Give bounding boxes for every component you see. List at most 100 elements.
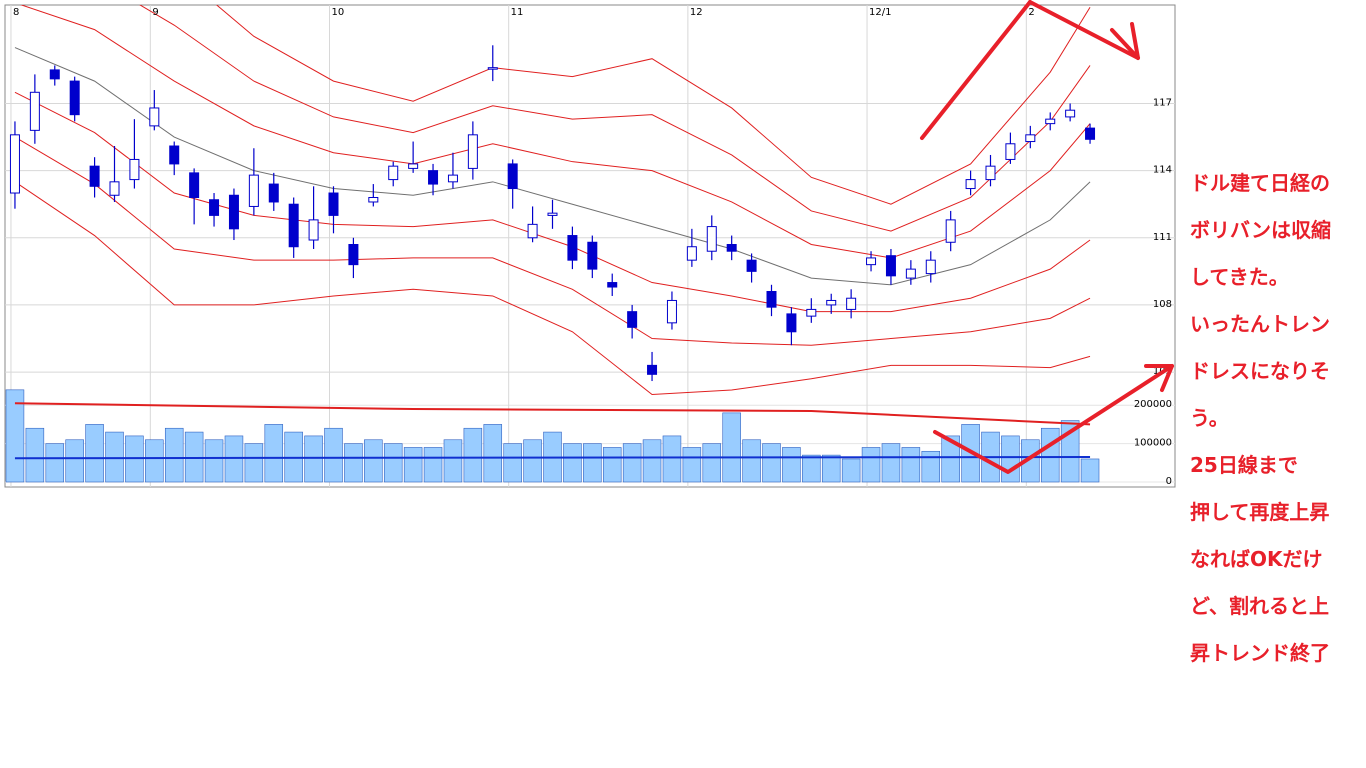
x-tick-label: 12 [690, 7, 703, 18]
candle-body [985, 165, 996, 181]
volume-bar [821, 454, 841, 483]
candle-body [766, 291, 777, 308]
x-tick-label: 2 [1028, 7, 1034, 18]
annotation-line: う。 [1190, 406, 1229, 430]
arrows [920, 0, 1174, 474]
candle-body [945, 219, 956, 243]
candle-body [388, 165, 399, 181]
volume-average-line [14, 402, 1091, 426]
candle-body [288, 203, 299, 248]
candle-body [885, 255, 896, 277]
x-tick-label: 10 [332, 7, 345, 18]
volume-bar [45, 443, 65, 483]
volume-bar [861, 447, 881, 483]
candle-body [666, 299, 677, 324]
volume-tick-label: 0 [1166, 476, 1172, 487]
candle-body [228, 194, 239, 230]
candle-body [925, 259, 936, 275]
candle-body [706, 226, 717, 252]
arrow-line [933, 364, 1174, 474]
candle-body [9, 134, 20, 194]
y-tick-label: 108 [1153, 299, 1172, 310]
volume-bar [523, 439, 542, 483]
arrow-line [920, 0, 1032, 140]
bollinger-band [14, 136, 1091, 346]
volume-bar [483, 424, 503, 483]
candle-body [1065, 109, 1076, 118]
candle-body [408, 163, 419, 169]
candle-body [428, 170, 439, 185]
volume-bar [841, 458, 861, 483]
volume-bar [105, 431, 124, 483]
volume-bar [642, 439, 662, 483]
candle-body [109, 181, 120, 196]
annotation-line: 押して再度上昇 [1190, 500, 1330, 524]
volume-bar [443, 439, 463, 483]
annotation-line: なればOKだけ [1190, 547, 1323, 571]
candle-body [846, 297, 857, 310]
volume-average-line [14, 456, 1091, 460]
volume-bar [1001, 435, 1020, 483]
arrow-head [1144, 364, 1174, 392]
candle-body [726, 244, 737, 252]
arrow-head [1110, 22, 1140, 60]
volume-bar [344, 443, 363, 483]
candle-body [786, 313, 797, 333]
candle-body [1025, 134, 1036, 143]
candle-body [547, 212, 558, 216]
candle-body [149, 107, 160, 127]
candle-body [129, 158, 140, 181]
bollinger-band [14, 47, 1091, 286]
volume-bar [702, 443, 722, 483]
x-tick-label: 8 [13, 7, 19, 18]
annotation-line: 25日線まで [1190, 453, 1298, 477]
candle-body [587, 241, 598, 270]
volume [5, 389, 1100, 483]
y-tick-label: 114 [1153, 165, 1172, 176]
candle-body [447, 174, 458, 183]
volume-bar [782, 447, 801, 483]
volume-bar [622, 443, 642, 483]
candle-body [487, 67, 498, 70]
x-tick-label: 11 [511, 7, 524, 18]
candle-body [905, 268, 916, 279]
volume-bar [503, 443, 522, 483]
annotation-line: してきた。 [1190, 265, 1289, 289]
candle-body [866, 257, 877, 266]
candle-body [348, 244, 359, 266]
volume-bar [583, 443, 602, 483]
volume-bar [324, 427, 343, 483]
candles [9, 45, 1096, 382]
candle-body [507, 163, 518, 190]
volume-tick-label: 100000 [1134, 438, 1172, 449]
x-tick-label: 12/1 [869, 7, 891, 18]
candle-body [567, 235, 578, 261]
bollinger-band [139, 5, 1091, 232]
bollinger-band [14, 181, 1091, 395]
annotation: ドル建て日経の ボリバンは収縮 してきた。 いったんトレン ドレスになりそ う。 25日線ま… [1190, 160, 1331, 677]
y-tick-label: 111 [1153, 232, 1172, 243]
volume-bar [85, 424, 104, 483]
candle-body [169, 145, 180, 165]
candle-body [89, 165, 100, 187]
bollinger-band [20, 5, 1091, 259]
volume-bar [742, 439, 761, 483]
candle-body [1085, 127, 1096, 140]
candle-body [647, 364, 658, 375]
candle-body [826, 299, 837, 306]
candle-body [1005, 143, 1016, 160]
volume-bar [463, 427, 483, 483]
volume-bar [563, 443, 582, 483]
candle-body [607, 282, 618, 288]
candle-body [308, 219, 319, 241]
annotation-line: 昇トレンド終了 [1190, 641, 1330, 665]
volume-bar [164, 427, 184, 483]
candle-body [627, 311, 638, 328]
volume-bar [65, 439, 84, 483]
volume-bar [1021, 439, 1040, 483]
volume-bar [802, 454, 821, 483]
candle-body [328, 192, 339, 216]
candle-body [368, 196, 379, 203]
volume-bar [403, 447, 423, 483]
